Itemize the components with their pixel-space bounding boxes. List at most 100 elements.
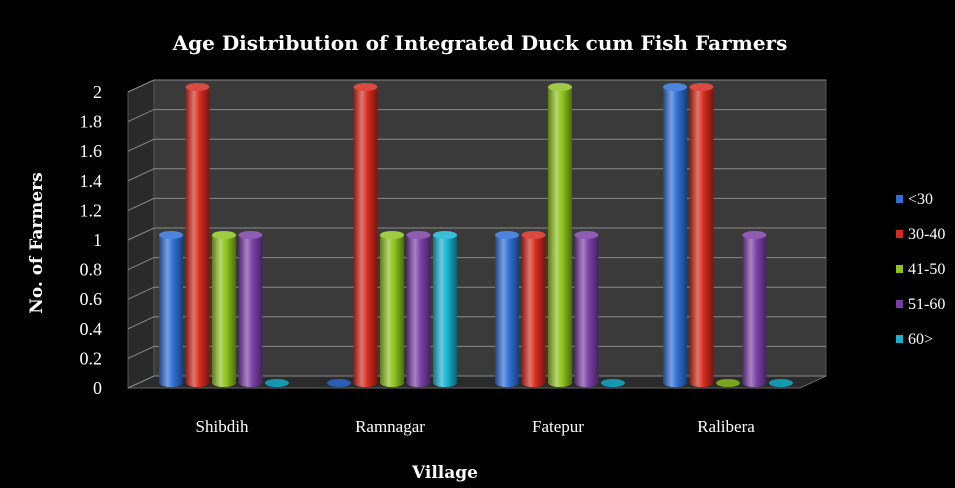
x-axis-labels: Shibdih Ramnagar Fatepur Ralibera [196,417,756,436]
bar [212,231,236,387]
bar-cap-zero [265,379,289,387]
y-tick-label: 1.2 [80,200,103,220]
y-tick-label: 1.4 [80,171,103,191]
bar-body [380,235,404,387]
bar-body [159,235,183,387]
gridline [127,227,826,241]
gridline [127,316,826,330]
y-tick-label: 2 [93,82,102,102]
x-tick-label: Ralibera [697,417,755,436]
bar [521,231,546,387]
bar-body [406,235,431,387]
bar-cap [574,231,599,239]
legend-swatch [896,195,903,203]
bar [327,379,351,387]
bar-cap [689,83,714,91]
bar-cap [159,231,183,239]
legend-label: 41-50 [908,261,945,278]
chart-title: Age Distribution of Integrated Duck cum … [172,31,788,55]
bar-body [574,235,599,387]
x-tick-label: Fatepur [532,417,584,436]
bar-cap [742,231,767,239]
bar [495,231,519,387]
x-tick-label: Ramnagar [355,417,425,436]
bar [548,83,572,387]
bar [574,231,599,387]
gridline [127,79,826,93]
bar-body [689,87,714,387]
y-axis-title: No. of Farmers [27,172,47,313]
bar [185,83,210,387]
y-tick-label: 0.2 [80,348,103,368]
bar [406,231,431,387]
y-tick-label: 1.8 [80,112,103,132]
bar [663,83,687,387]
bar-body [495,235,519,387]
bar-body [238,235,263,387]
gridline [127,375,826,389]
y-tick-label: 1.6 [80,141,103,161]
legend-swatch [896,300,903,308]
bar-cap [663,83,687,91]
gridline [127,138,826,152]
bar-cap [521,231,546,239]
bar [433,231,457,387]
bar [769,379,793,387]
bar [689,83,714,387]
gridline [127,168,826,182]
bar-cap [212,231,236,239]
legend-label: 60> [908,331,933,348]
bar [601,379,625,387]
gridline [127,345,826,359]
bar-body [212,235,236,387]
legend-swatch [896,230,903,238]
bar-body [185,87,210,387]
legend-label: <30 [908,191,933,208]
bar [380,231,404,387]
gridline [127,109,826,123]
bar [238,231,263,387]
gridline [127,257,826,271]
bar-cap [238,231,263,239]
bar-cap-zero [716,379,740,387]
bar-cap [548,83,572,91]
gridline [127,197,826,211]
bar-cap [380,231,404,239]
legend-label: 51-60 [908,296,945,313]
x-axis-title: Village [411,463,478,483]
y-tick-label: 0.8 [80,260,103,280]
bar [716,379,740,387]
legend-label: 30-40 [908,226,945,243]
gridlines [127,79,826,389]
bar-body [353,87,378,387]
bar [742,231,767,387]
bar-cap [353,83,378,91]
bar-body [433,235,457,387]
gridline [127,286,826,300]
bar [353,83,378,387]
y-tick-label: 0.4 [80,319,103,339]
bar-cap-zero [601,379,625,387]
bar-cap-zero [327,379,351,387]
bar-body [548,87,572,387]
bar-body [663,87,687,387]
bar-cap-zero [769,379,793,387]
y-axis-ticks: 0 0.2 0.4 0.6 0.8 1 1.2 1.4 1.6 1.8 2 [80,82,103,398]
bar-cap [185,83,210,91]
bar-body [521,235,546,387]
bar-body [742,235,767,387]
legend-swatch [896,335,903,343]
bars [159,83,793,387]
y-tick-label: 1 [93,230,102,250]
legend: <30 30-40 41-50 51-60 60> [896,191,945,348]
bar [159,231,183,387]
bar [265,379,289,387]
legend-swatch [896,265,903,273]
y-tick-label: 0.6 [80,289,103,309]
x-tick-label: Shibdih [196,417,249,436]
y-tick-label: 0 [93,378,102,398]
bar-cap [495,231,519,239]
bar-cap [406,231,431,239]
